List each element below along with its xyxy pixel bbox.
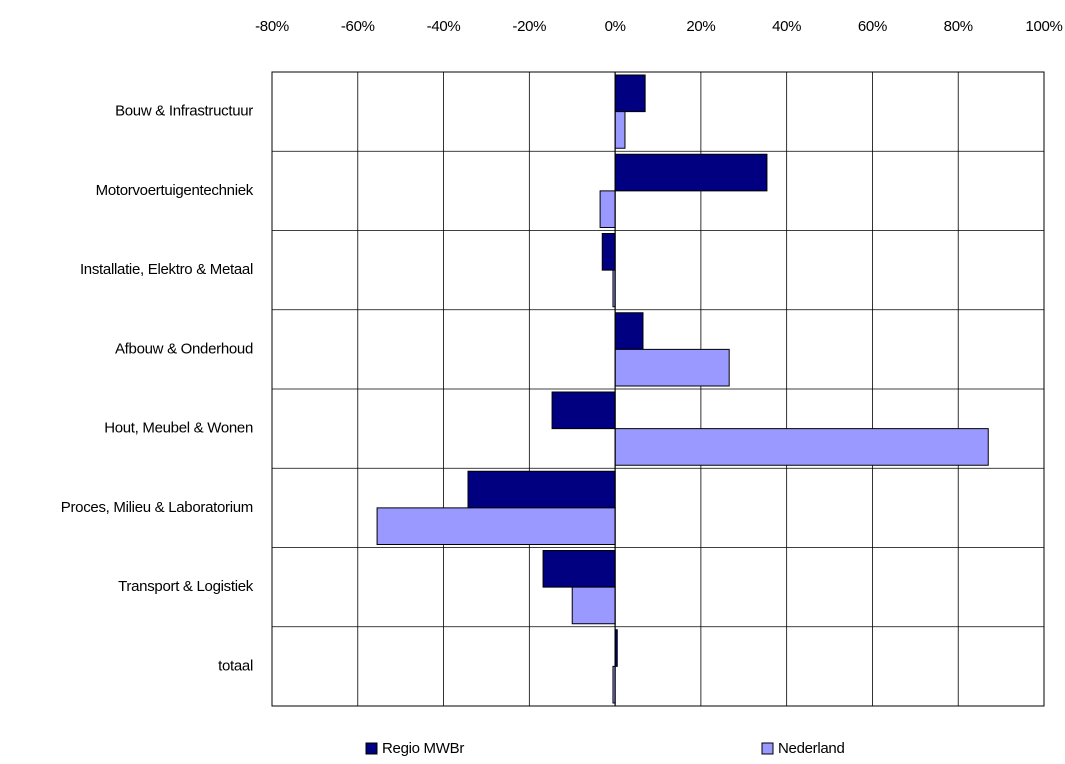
y-tick-label: Proces, Milieu & Laboratorium [61, 499, 253, 516]
bar [614, 153, 768, 192]
y-tick-label: Motorvoertuigentechniek [96, 182, 254, 199]
bar [601, 233, 616, 271]
x-tick-label: -40% [427, 18, 461, 35]
bar [614, 74, 646, 113]
bar [542, 550, 616, 588]
bar [614, 111, 626, 149]
y-tick-label: Transport & Logistiek [118, 578, 254, 595]
y-tick-label: Afbouw & Onderhoud [115, 340, 253, 357]
x-tick-label: 100% [1025, 18, 1062, 35]
bar [376, 507, 616, 545]
bar [614, 312, 644, 350]
bar [571, 586, 616, 625]
x-tick-label: -60% [341, 18, 375, 35]
x-tick-label: -20% [512, 18, 546, 35]
y-tick-label: Installatie, Elektro & Metaal [80, 261, 253, 278]
legend-label: Regio MWBr [382, 740, 464, 757]
bar [551, 391, 616, 430]
bar [614, 348, 730, 387]
x-tick-label: -80% [255, 18, 289, 35]
legend-swatch [365, 742, 378, 755]
y-tick-label: totaal [218, 657, 253, 674]
legend-swatch [761, 742, 774, 755]
legend-label: Nederland [778, 740, 845, 757]
bar [599, 190, 616, 228]
y-tick-label: Hout, Meubel & Wonen [104, 420, 253, 437]
x-tick-label: 40% [772, 18, 801, 35]
x-tick-label: 20% [686, 18, 715, 35]
y-tick-label: Bouw & Infrastructuur [115, 103, 253, 120]
x-tick-label: 0% [605, 18, 626, 35]
x-tick-label: 60% [858, 18, 887, 35]
bar [614, 428, 989, 466]
bar [467, 470, 616, 509]
x-tick-label: 80% [944, 18, 973, 35]
